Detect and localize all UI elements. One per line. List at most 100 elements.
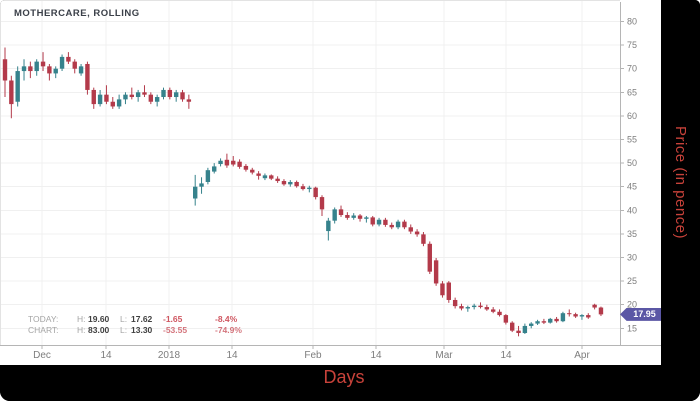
candle-body [148,94,154,102]
y-tick-label: 50 [627,158,637,168]
candle-body [135,92,141,98]
x-tick-label: 14 [100,350,112,361]
candle-body [332,209,337,221]
today-high-value: 19.60 [88,314,110,324]
candle-body [326,220,331,232]
candle-body [484,307,490,310]
candle-body [193,186,198,199]
candle-body [522,325,528,334]
candle-body [490,309,496,312]
chart-high-value: 83.00 [88,325,110,335]
candle-body [237,161,242,167]
y-tick-label: 65 [627,87,637,97]
candle-body [269,175,274,179]
y-tick-label: 55 [627,135,637,145]
candle-body [338,209,344,216]
candle-body [231,160,236,165]
x-tick-label: 14 [226,350,238,361]
candle-body [319,197,325,210]
candle-body [307,187,312,190]
today-high-label: H: [77,314,86,324]
y-tick-label: 35 [627,229,637,239]
candle-body [199,183,204,187]
candle-body [408,227,413,232]
today-low-value: 17.62 [131,314,153,324]
candle-body [123,94,128,100]
candle-body [465,307,471,309]
x-tick-label: 14 [370,350,382,361]
chart-low-label: L: [120,325,128,335]
chart-change-pct: -74.9% [215,325,242,335]
x-tick-label: Apr [574,350,590,361]
candle-body [212,166,217,172]
candle-body [579,315,585,317]
candle-body [243,165,249,170]
candle-body [573,314,578,317]
candle-body [173,92,179,98]
candle-body [167,89,173,98]
candle-body [72,61,77,69]
candle-body [142,92,147,95]
y-tick-label: 25 [627,276,637,286]
candle-body [91,89,96,105]
candle-body [440,283,445,296]
candle-body [414,231,420,235]
x-tick-label: Feb [304,350,322,361]
candle-body [433,260,439,284]
candle-body [85,63,90,90]
candlestick-chart[interactable]: 80 75 70 65 60 55 50 45 40 35 30 25 20 15 Dec 14 2018 14 F… [0,0,661,365]
candle-body [262,175,268,179]
candle-body [21,66,27,72]
candle-body [471,305,477,308]
last-price-badge: 17.95 [620,307,664,321]
candle-body [78,66,84,74]
y-axis-title-wrap: Price (in pence) [661,0,700,365]
candle-body [535,321,540,324]
chart-panel: 80 75 70 65 60 55 50 45 40 35 30 25 20 15 Dec 14 2018 14 F… [0,0,664,365]
x-axis-title: Days [323,367,365,387]
stats-row-chart: CHART: H: 83.00 L: 13.30 -53.55 -74.9% [28,325,242,336]
today-change-pct: -8.4% [215,314,238,324]
candle-body [497,311,502,316]
candle-body [218,160,223,165]
chart-title: MOTHERCARE, ROLLING [14,8,140,19]
candle-body [541,321,547,323]
candle-body [2,59,8,81]
candle-body [28,66,33,72]
candle-body [548,318,553,323]
x-tick-label: Mar [435,350,453,361]
candle-body [53,68,58,74]
candle-body [427,243,432,272]
chart-high-label: H: [77,325,86,335]
y-tick-label: 75 [627,40,637,50]
candle-body [421,234,426,244]
today-label: TODAY: [28,314,59,324]
x-tick-label: 14 [500,350,512,361]
candle-body [97,94,103,105]
candle-body [586,315,591,318]
stats-row-today: TODAY: H: 19.60 L: 17.62 -1.65 -8.4% [28,314,242,325]
y-tick-label: 20 [627,300,637,310]
chart-label: CHART: [28,325,59,335]
candle-body [402,221,407,228]
candle-body [313,187,318,198]
candle-body [478,305,483,308]
chart-low-value: 13.30 [131,325,153,335]
candle-body [383,219,388,225]
candle-body [256,173,261,176]
candle-body [516,330,521,334]
x-tick-label: Dec [33,350,51,361]
candle-body [452,299,458,307]
candle-body [129,94,134,98]
right-frame: Price (in pence) [661,0,700,401]
candle-body [529,323,534,326]
candle-body [275,178,280,182]
y-tick-label: 45 [627,182,637,192]
candle-body [47,66,52,74]
candle-body [161,89,166,98]
candle-body [59,56,65,69]
bottom-frame: Days [0,365,700,401]
candle-body [554,318,559,322]
candle-body [376,219,382,225]
